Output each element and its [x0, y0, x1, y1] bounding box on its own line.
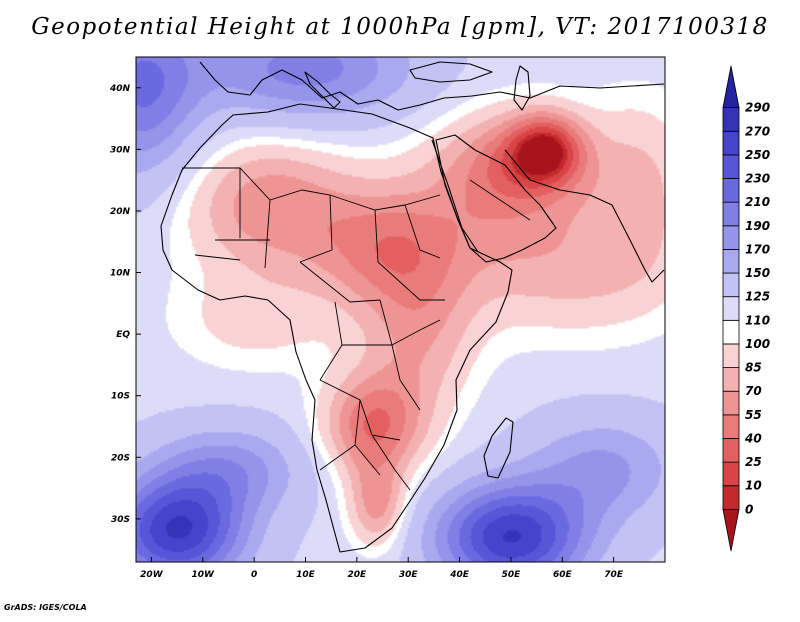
lon-tick-label: 40E [449, 570, 470, 580]
lat-tick-label: 30N [110, 145, 131, 155]
colorbar-label: 70 [745, 384, 762, 398]
lat-tick-label: EQ [116, 330, 130, 340]
lat-tick-label: 10N [110, 269, 131, 279]
colorbar-swatch [722, 107, 740, 132]
colorbar-swatch [722, 319, 740, 345]
south-asia-coastline [504, 149, 665, 283]
lon-tick-label: 50E [502, 570, 522, 580]
colorbar-label: 150 [745, 266, 770, 280]
country-borders [182, 167, 531, 491]
lon-tick-label: 30E [399, 570, 419, 580]
italy-coastline [304, 71, 341, 109]
colorbar-swatch [722, 390, 740, 416]
colorbar-label: 25 [745, 455, 762, 469]
black-sea-coastline [409, 61, 493, 83]
colorbar-swatch [722, 485, 740, 510]
colorbar-label: 0 [745, 502, 753, 516]
lon-tick-label: 0 [251, 570, 257, 580]
colorbar-label: 290 [745, 101, 770, 115]
map-title: Geopotential Height at 1000hPa [gpm], VT… [31, 14, 769, 40]
lon-tick-label: 10W [192, 570, 216, 580]
lat-tick-label: 20N [110, 207, 131, 217]
colorbar-swatch [722, 343, 740, 368]
colorbar-label: 250 [745, 148, 770, 162]
arabia-coastline [435, 134, 557, 263]
axis-ticks: 20W 10W 0 10E 20E 30E 40E 50E 60E 70E 40N 30N 20N 10N… [109, 84, 624, 580]
colorbar-label: 55 [745, 408, 762, 422]
colorbar-swatch [722, 225, 740, 250]
colorbar-swatch [722, 296, 740, 321]
colorbar-label: 85 [745, 361, 762, 375]
colorbar-swatch [722, 438, 740, 463]
colorbar-swatch [722, 65, 740, 109]
colorbar-label: 230 [745, 172, 770, 186]
lat-tick-label: 10S [111, 392, 130, 402]
lat-tick-label: 30S [111, 515, 130, 525]
caspian-coastline [513, 65, 531, 111]
colorbar-swatch [722, 154, 740, 179]
africa-coastline [160, 103, 513, 553]
colorbar-swatch [722, 414, 740, 439]
lon-tick-label: 70E [604, 570, 624, 580]
colorbar-swatch [722, 201, 740, 227]
madagascar-coastline [483, 417, 514, 479]
lon-tick-label: 20W [140, 570, 164, 580]
lon-tick-label: 10E [296, 570, 316, 580]
colorbar-label: 110 [745, 313, 770, 327]
colorbar-swatch [722, 249, 740, 274]
colorbar-swatch [722, 272, 740, 298]
colorbar-swatch [722, 461, 740, 487]
colorbar-label: 40 [744, 431, 762, 445]
colorbar: 0 10 25 40 55 70 85 100 110 125 150 170 190 210 230 250… [722, 65, 770, 552]
colorbar-swatch [722, 508, 740, 552]
colorbar-label: 170 [745, 242, 770, 256]
colorbar-swatch [722, 367, 740, 392]
colorbar-label: 10 [745, 479, 762, 493]
colorbar-label: 190 [745, 219, 770, 233]
colorbar-label: 210 [745, 195, 770, 209]
lat-tick-label: 20S [111, 453, 130, 463]
coastlines [160, 61, 665, 553]
lon-tick-label: 60E [553, 570, 573, 580]
red-sea-west-shore [431, 139, 479, 253]
lat-tick-label: 40N [109, 84, 131, 94]
colorbar-swatch [722, 130, 740, 156]
colorbar-label: 270 [745, 124, 770, 138]
colorbar-swatch [722, 178, 740, 203]
height-field-image [136, 57, 665, 562]
colorbar-label: 100 [745, 337, 770, 351]
europe-coastline [199, 61, 665, 111]
lon-tick-label: 20E [348, 570, 368, 580]
colorbar-label: 125 [745, 290, 770, 304]
plot-frame [135, 56, 666, 563]
credit-label: GrADS: IGES/COLA [4, 603, 87, 612]
border-lines [182, 167, 531, 491]
